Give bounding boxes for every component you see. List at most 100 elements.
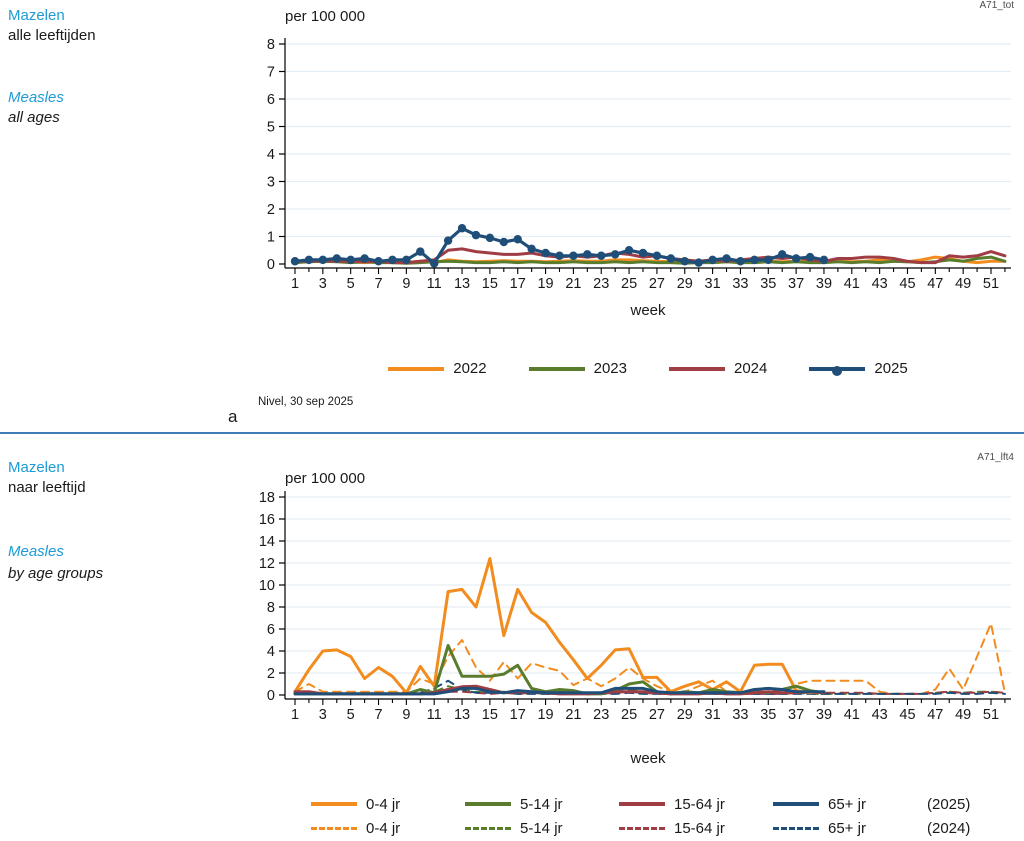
legend-swatch-65-solid <box>773 802 819 806</box>
svg-text:18: 18 <box>259 490 275 506</box>
svg-text:33: 33 <box>732 707 748 723</box>
svg-text:1: 1 <box>291 276 299 292</box>
svg-text:5: 5 <box>267 120 275 136</box>
svg-text:2: 2 <box>267 666 275 682</box>
legend-label-0-4: 0-4 jr <box>366 795 401 813</box>
legend-marker-dot <box>832 365 843 376</box>
svg-text:3: 3 <box>319 707 327 723</box>
svg-text:51: 51 <box>983 707 999 723</box>
svg-text:4: 4 <box>267 147 275 163</box>
svg-text:35: 35 <box>760 276 776 292</box>
panel1-title-en: Measles <box>8 89 64 106</box>
legend-label-2022: 2022 <box>453 360 487 377</box>
legend-year-2025: (2025) <box>927 795 971 813</box>
svg-text:11: 11 <box>427 707 442 723</box>
source-note: Nivel, 30 sep 2025 <box>258 396 354 408</box>
panel1-subtitle-en: all ages <box>8 109 60 126</box>
svg-text:0: 0 <box>267 257 275 273</box>
legend-swatch-15-64-solid <box>619 802 665 806</box>
svg-text:7: 7 <box>267 65 275 81</box>
legend-item-5-14-solid: 5-14 jr <box>465 796 593 813</box>
legend-swatch-15-64-dashed <box>619 826 665 830</box>
svg-text:5: 5 <box>347 707 355 723</box>
panel2-title-en: Measles <box>8 543 64 560</box>
legend-item-15-64-dashed: 15-64 jr <box>619 820 747 837</box>
svg-text:6: 6 <box>267 622 275 638</box>
legend-item-0-4-dashed: 0-4 jr <box>311 820 439 837</box>
svg-text:17: 17 <box>510 707 526 723</box>
svg-text:31: 31 <box>705 276 721 292</box>
panel2-title-nl: Mazelen <box>8 459 65 476</box>
svg-text:14: 14 <box>259 534 275 550</box>
svg-text:19: 19 <box>537 707 553 723</box>
chart1-x-axis-label: week <box>630 302 666 319</box>
svg-text:47: 47 <box>927 707 943 723</box>
legend-item-0-4-solid: 0-4 jr <box>311 796 439 813</box>
svg-text:21: 21 <box>565 707 581 723</box>
svg-text:25: 25 <box>621 276 637 292</box>
svg-text:37: 37 <box>788 276 804 292</box>
legend-year-2024: (2024) <box>927 819 971 837</box>
legend-swatch-5-14-dashed <box>465 826 511 830</box>
legend-label-15-64: 15-64 jr <box>674 795 725 813</box>
legend-item-2024: 2024 <box>669 360 767 377</box>
svg-text:45: 45 <box>899 707 915 723</box>
section-divider <box>0 432 1024 434</box>
legend-swatch-2022 <box>388 366 445 371</box>
svg-text:37: 37 <box>788 707 804 723</box>
svg-text:29: 29 <box>677 276 693 292</box>
legend-label-65: 65+ jr <box>828 795 866 813</box>
svg-text:51: 51 <box>983 276 999 292</box>
svg-text:11: 11 <box>427 276 442 292</box>
svg-text:6: 6 <box>267 92 275 108</box>
chart1-legend: 2022 2023 2024 2025 <box>285 360 1011 377</box>
legend-row-2024: 0-4 jr 5-14 jr 15-64 jr 65+ jr (2024) <box>285 816 1011 840</box>
svg-text:13: 13 <box>454 707 470 723</box>
svg-text:35: 35 <box>760 707 776 723</box>
svg-text:3: 3 <box>319 276 327 292</box>
svg-text:39: 39 <box>816 707 832 723</box>
svg-text:25: 25 <box>621 707 637 723</box>
svg-text:0: 0 <box>267 688 275 704</box>
svg-text:8: 8 <box>267 600 275 616</box>
legend-item-65-solid: 65+ jr <box>773 796 901 813</box>
svg-text:4: 4 <box>267 644 275 660</box>
legend-label-65-dashed: 65+ jr <box>828 819 866 837</box>
svg-text:3: 3 <box>267 175 275 191</box>
legend-label-15-64-dashed: 15-64 jr <box>674 819 725 837</box>
svg-text:23: 23 <box>593 276 609 292</box>
svg-text:47: 47 <box>927 276 943 292</box>
panel2-code-label: A71_lft4 <box>977 452 1014 463</box>
legend-swatch-2023 <box>528 366 585 371</box>
svg-text:41: 41 <box>844 276 860 292</box>
panel-age-groups: Mazelen naar leeftijd Measles by age gro… <box>0 434 1024 841</box>
svg-text:49: 49 <box>955 276 971 292</box>
legend-item-65-dashed: 65+ jr <box>773 820 901 837</box>
svg-text:33: 33 <box>732 276 748 292</box>
svg-text:21: 21 <box>565 276 581 292</box>
svg-text:27: 27 <box>649 707 665 723</box>
svg-text:17: 17 <box>510 276 526 292</box>
legend-item-5-14-dashed: 5-14 jr <box>465 820 593 837</box>
chart1-y-axis-title: per 100 000 <box>285 8 366 25</box>
chart2-y-axis-title: per 100 000 <box>285 470 366 487</box>
panel-all-ages: Mazelen alle leeftijden Measles all ages… <box>0 0 1024 434</box>
legend-swatch-2025 <box>809 365 866 376</box>
panel1-code-label: A71_tot <box>979 0 1014 11</box>
legend-swatch-5-14-solid <box>465 802 511 806</box>
panel1-title-nl: Mazelen <box>8 7 65 24</box>
legend-swatch-65-dashed <box>773 826 819 830</box>
svg-text:9: 9 <box>402 707 410 723</box>
svg-text:1: 1 <box>291 707 299 723</box>
legend-row-2025: 0-4 jr 5-14 jr 15-64 jr 65+ jr (2025) <box>285 792 1011 816</box>
panel2-subtitle-nl: naar leeftijd <box>8 479 86 496</box>
legend-swatch-2024 <box>669 366 725 371</box>
legend-item-2025: 2025 <box>809 360 908 377</box>
legend-label-2025: 2025 <box>874 360 908 377</box>
svg-text:41: 41 <box>844 707 860 723</box>
svg-text:43: 43 <box>872 276 888 292</box>
svg-text:15: 15 <box>482 276 498 292</box>
svg-text:23: 23 <box>593 707 609 723</box>
